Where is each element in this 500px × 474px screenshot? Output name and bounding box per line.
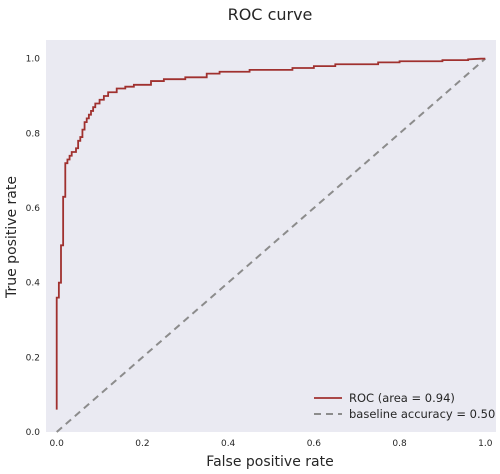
x-tick-label: 0.6 <box>307 439 322 449</box>
y-tick-label: 0.6 <box>26 204 41 214</box>
baseline-line <box>56 57 486 433</box>
chart-title: ROC curve <box>228 5 313 24</box>
plot-area <box>46 40 496 432</box>
roc-curve-line <box>55 57 486 410</box>
legend-label-roc: ROC (area = 0.94) <box>349 391 455 405</box>
y-tick-label: 0.4 <box>26 279 41 289</box>
x-tick-label: 0.0 <box>50 439 65 449</box>
y-tick-label: 0.8 <box>26 129 41 139</box>
x-axis-label: False positive rate <box>206 454 333 470</box>
series-group <box>55 57 486 433</box>
y-axis-ticks: 0.0 0.2 0.4 0.6 0.8 1.0 <box>26 55 41 438</box>
legend: ROC (area = 0.94) baseline accuracy = 0.… <box>314 391 495 421</box>
y-axis-label: True positive rate <box>4 176 20 299</box>
x-tick-label: 1.0 <box>478 439 493 449</box>
x-axis-ticks: 0.0 0.2 0.4 0.6 0.8 1.0 <box>50 439 493 449</box>
x-tick-label: 0.8 <box>392 439 407 449</box>
y-tick-label: 1.0 <box>26 55 41 65</box>
x-tick-label: 0.2 <box>135 439 149 449</box>
y-tick-label: 0.0 <box>26 428 41 438</box>
x-tick-label: 0.4 <box>221 439 236 449</box>
y-tick-label: 0.2 <box>26 353 40 363</box>
legend-label-baseline: baseline accuracy = 0.50 <box>349 407 495 421</box>
